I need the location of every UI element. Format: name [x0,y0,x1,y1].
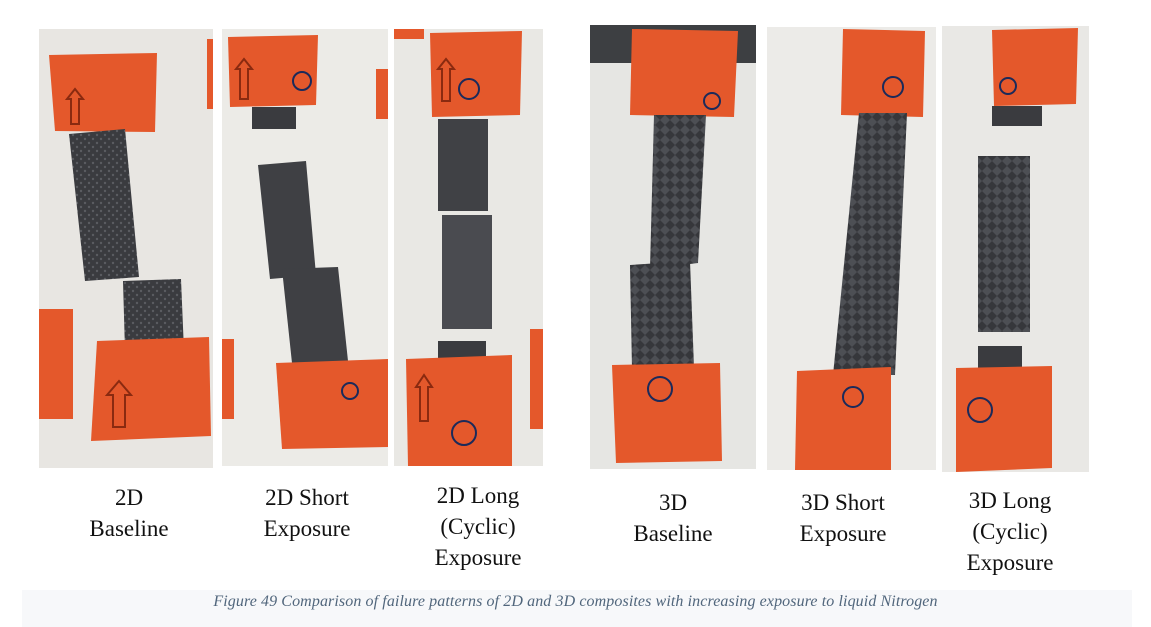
label-line: 3D Long [968,488,1052,513]
label-2d-baseline: 2D Baseline [60,482,198,544]
label-line: Exposure [263,516,351,541]
label-line: Baseline [89,516,169,541]
label-line: 2D Long [436,483,520,508]
label-line: Exposure [799,521,887,546]
caption-band [22,590,1132,627]
photo-3d-short-exposure [767,27,936,470]
label-line: 2D [114,485,144,510]
figure-caption: Figure 49 Comparison of failure patterns… [213,593,938,610]
photo-3d-long-exposure [942,26,1089,472]
label-2d-long-exposure: 2D Long (Cyclic) Exposure [408,480,548,573]
label-line: (Cyclic) [972,519,1048,544]
label-3d-baseline: 3D Baseline [604,487,742,549]
photo-2d-baseline [39,29,213,468]
label-line: Exposure [434,545,522,570]
label-line: Exposure [966,550,1054,575]
label-line: 3D Short [801,490,885,515]
label-2d-short-exposure: 2D Short Exposure [235,482,379,544]
label-3d-long-exposure: 3D Long (Cyclic) Exposure [940,485,1080,578]
photo-3d-baseline [590,25,756,469]
label-line: (Cyclic) [440,514,516,539]
label-line: 2D Short [265,485,349,510]
photo-2d-long-exposure [394,29,543,466]
label-3d-short-exposure: 3D Short Exposure [772,487,914,549]
label-line: Baseline [633,521,713,546]
photo-2d-short-exposure [222,29,388,466]
label-line: 3D [658,490,688,515]
